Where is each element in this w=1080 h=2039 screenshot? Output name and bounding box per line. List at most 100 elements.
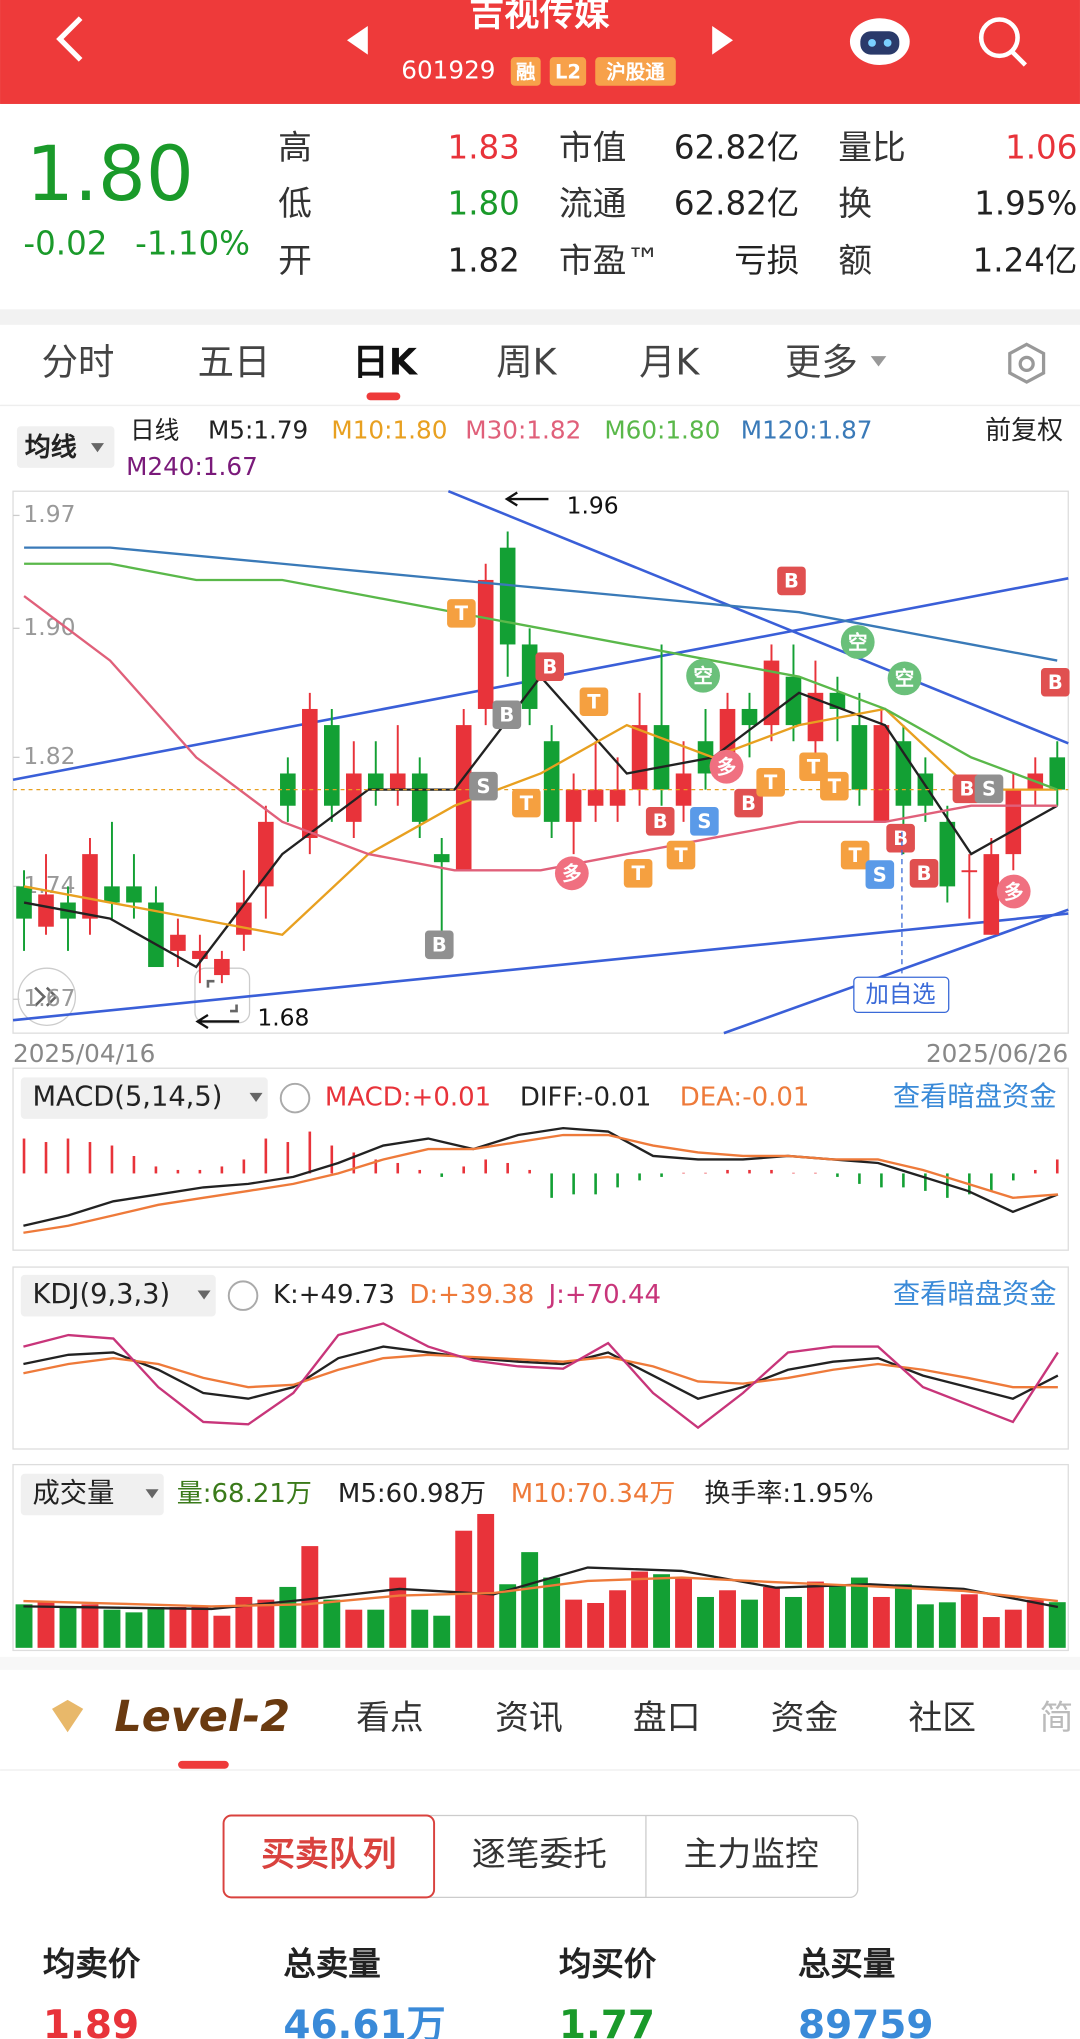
stat-value: 1.06 (1005, 128, 1077, 166)
candle-body (1049, 757, 1066, 790)
period-tab[interactable]: 周K (496, 340, 557, 383)
signal-marker: T (764, 771, 778, 794)
info-tab[interactable]: 看点 (356, 1698, 424, 1737)
info-tab[interactable]: 盘口 (633, 1698, 701, 1737)
candle-body (609, 789, 626, 806)
volume-bar (279, 1586, 297, 1648)
signal-marker-bg (554, 856, 589, 891)
volume-bar (455, 1530, 473, 1648)
volume-bar (828, 1584, 846, 1648)
signal-marker: T (587, 691, 601, 714)
indicator-selector-bg[interactable] (20, 1077, 268, 1119)
help-icon[interactable] (227, 1280, 259, 1311)
level2-tab[interactable]: Level-2 (114, 1692, 290, 1742)
ma-legend-item: M60:1.80 (604, 415, 720, 444)
add-watch-bg[interactable] (853, 976, 950, 1014)
summary-label: 总卖量 (283, 1945, 380, 1983)
signal-marker: B (499, 704, 514, 727)
volume-bar (235, 1596, 253, 1648)
signal-marker: B (542, 655, 557, 678)
dropdown-caret (145, 1489, 159, 1499)
kline-frame (12, 490, 1069, 1034)
search-icon[interactable] (978, 17, 1027, 67)
robot-icon[interactable] (849, 18, 910, 65)
candle-body (697, 741, 714, 774)
expand-button[interactable] (17, 967, 77, 1026)
segment[interactable]: 买卖队列 (261, 1834, 396, 1873)
stat-label: 低 (278, 184, 312, 223)
y-tick-label: 1.90 (23, 613, 75, 641)
stat-value: 62.82亿 (674, 184, 799, 222)
signal-marker: 空 (895, 667, 914, 690)
info-tab[interactable]: 简 (1040, 1698, 1074, 1737)
volume-bar (191, 1607, 209, 1648)
indicator-selector-bg[interactable] (20, 1473, 164, 1516)
indicator-selector-bg[interactable] (20, 1274, 216, 1317)
stat-value: 1.24亿 (973, 242, 1078, 280)
macd-line (23, 1126, 1059, 1227)
dropdown-caret (197, 1290, 211, 1300)
info-tab[interactable]: 资金 (771, 1698, 839, 1737)
signal-marker: T (631, 862, 645, 885)
candle-body (214, 958, 230, 976)
divider (0, 1656, 1080, 1670)
volume-bar (477, 1513, 495, 1648)
y-tick-label: 1.82 (23, 742, 75, 770)
ma-selector-bg[interactable] (16, 426, 115, 468)
settings-icon[interactable] (1008, 342, 1046, 384)
signal-marker: S (697, 810, 711, 833)
signal-marker-bg (952, 774, 982, 804)
candle-body (785, 676, 802, 726)
info-tab[interactable]: 资讯 (495, 1698, 563, 1737)
indicator-title[interactable]: MACD(5,14,5) (33, 1082, 223, 1113)
candle-body (455, 725, 472, 871)
indicator-title[interactable]: 成交量 (33, 1478, 115, 1509)
ma-legend-item: M5:1.79 (208, 415, 308, 444)
volume-bar (1026, 1599, 1044, 1648)
info-tab[interactable]: 社区 (908, 1698, 976, 1737)
volume-bar (565, 1599, 583, 1648)
signal-marker-bg (579, 687, 609, 717)
next-stock[interactable] (712, 25, 733, 55)
ma-line (24, 546, 1058, 662)
candle-body (873, 725, 890, 822)
signal-marker: T (674, 844, 688, 867)
trend-line (12, 912, 1069, 1022)
volume-bar (741, 1599, 758, 1648)
zoom-button[interactable] (194, 967, 251, 1024)
segment[interactable]: 主力监控 (684, 1834, 819, 1873)
summary-label: 均买价 (559, 1945, 657, 1983)
signal-marker-bg (686, 658, 720, 693)
stat-label: 量比 (838, 128, 906, 167)
segment[interactable]: 逐笔委托 (472, 1834, 607, 1873)
stat-value: 1.82 (448, 242, 520, 280)
signal-marker-bg (645, 807, 675, 836)
dark-pool-link[interactable]: 查看暗盘资金 (893, 1279, 1057, 1310)
dark-pool-link[interactable]: 查看暗盘资金 (893, 1082, 1057, 1113)
candle-body (82, 854, 98, 919)
volume-bar (609, 1590, 627, 1648)
prev-stock[interactable] (347, 25, 368, 55)
volume-bar (938, 1602, 956, 1648)
segment-selected[interactable] (222, 1814, 436, 1899)
add-watch[interactable]: 加自选 (866, 980, 936, 1008)
candle-body (807, 692, 824, 742)
x-end-label: 2025/06/26 (926, 1039, 1068, 1068)
back-button[interactable] (56, 16, 83, 62)
ma-selector[interactable]: 均线 (25, 433, 77, 463)
volume-bar (433, 1615, 451, 1648)
period-tab[interactable]: 五日 (198, 340, 271, 383)
help-icon[interactable] (279, 1082, 311, 1114)
volume-bar (81, 1604, 99, 1648)
y-tick-label: 1.97 (23, 500, 75, 528)
period-tab[interactable]: 日K (352, 340, 418, 383)
price-adjust[interactable]: 前复权 (985, 416, 1063, 446)
period-tab[interactable]: 更多 (785, 340, 858, 383)
kdj-line (23, 1345, 1059, 1400)
indicator-value: DEA:-0.01 (680, 1083, 810, 1113)
period-tab[interactable]: 分时 (42, 340, 115, 383)
indicator-title[interactable]: KDJ(9,3,3) (33, 1279, 171, 1310)
volume-ma-line (23, 1576, 1058, 1608)
period-tab[interactable]: 月K (639, 340, 700, 383)
ma-legend-item: M240:1.67 (126, 452, 258, 481)
